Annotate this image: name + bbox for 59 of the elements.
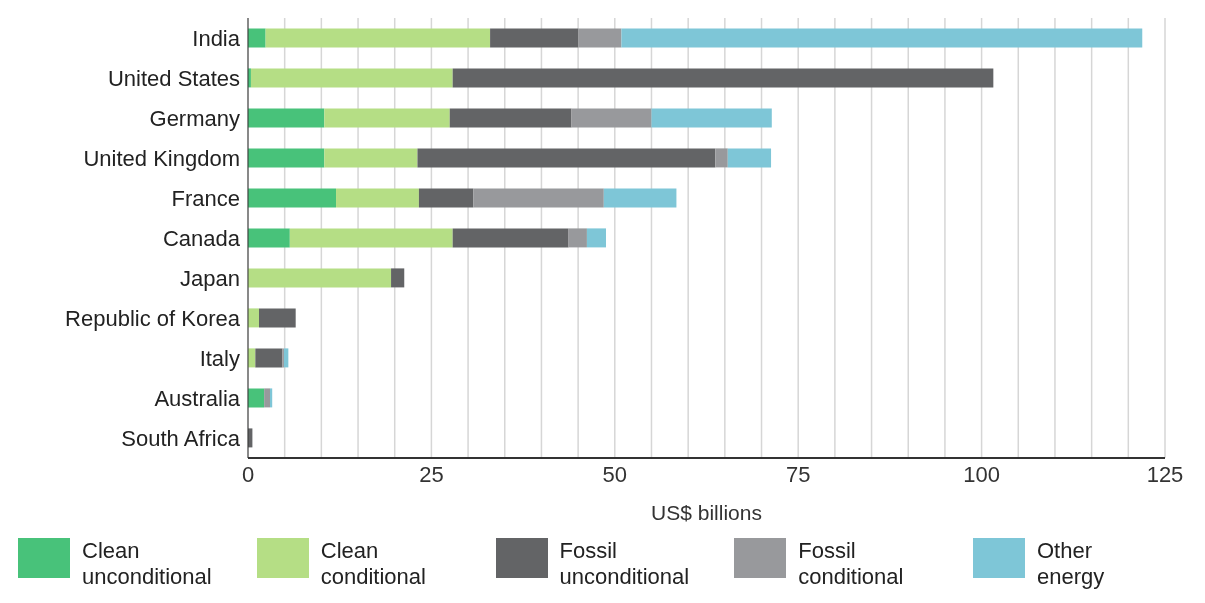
bar [270, 388, 273, 408]
bar [248, 388, 265, 408]
bar [490, 28, 579, 48]
y-tick-label: Canada [162, 225, 241, 251]
bar [473, 188, 604, 208]
x-tick-label: 75 [785, 461, 811, 487]
legend-label: Fossil conditional [798, 538, 905, 590]
bar [727, 148, 772, 168]
bar [265, 28, 491, 48]
y-tick-label: United Kingdom [83, 145, 240, 171]
bar [248, 188, 337, 208]
bar [259, 308, 296, 328]
bar [248, 108, 325, 128]
y-tick-label: United States [107, 65, 240, 91]
y-tick-label: France [171, 185, 240, 211]
bar [336, 188, 419, 208]
bar [621, 28, 1143, 48]
x-tick-label: 50 [602, 461, 628, 487]
x-axis-title: US$ billions [651, 501, 762, 524]
bar [324, 108, 450, 128]
x-tick-label: 100 [963, 461, 1000, 487]
bar [586, 228, 606, 248]
y-tick-label: Republic of Korea [65, 305, 241, 331]
bar [289, 228, 453, 248]
bar [715, 148, 728, 168]
y-tick-label: South Africa [121, 425, 241, 451]
bar [571, 108, 652, 128]
bar [452, 68, 994, 88]
y-tick-label: India [192, 25, 241, 51]
bar [391, 268, 405, 288]
bar [603, 188, 677, 208]
legend-label: Clean conditional [320, 538, 427, 590]
bar [255, 348, 283, 368]
x-tick-label: 25 [419, 461, 444, 487]
legend-label: Clean unconditional [82, 538, 213, 590]
bar [449, 108, 572, 128]
bar [568, 228, 587, 248]
bar [452, 228, 569, 248]
bar [248, 268, 392, 288]
bar [418, 188, 474, 208]
x-tick-label: 125 [1146, 461, 1184, 487]
bar [248, 308, 259, 328]
y-tick-label: Japan [180, 265, 240, 291]
y-tick-label: Australia [154, 385, 241, 411]
y-tick-label: Italy [199, 345, 240, 371]
bar [651, 108, 772, 128]
bar [250, 68, 453, 88]
bar [248, 28, 266, 48]
bar [324, 148, 418, 168]
bar [283, 348, 289, 368]
bar [417, 148, 716, 168]
legend-label: Fossil unconditional [559, 538, 691, 590]
y-tick-label: Germany [149, 105, 240, 131]
x-tick-label: 0 [241, 461, 255, 487]
legend-label: Other energy [1037, 538, 1106, 590]
bar [264, 388, 271, 408]
bar [248, 148, 325, 168]
bar [248, 228, 290, 248]
bar [578, 28, 622, 48]
